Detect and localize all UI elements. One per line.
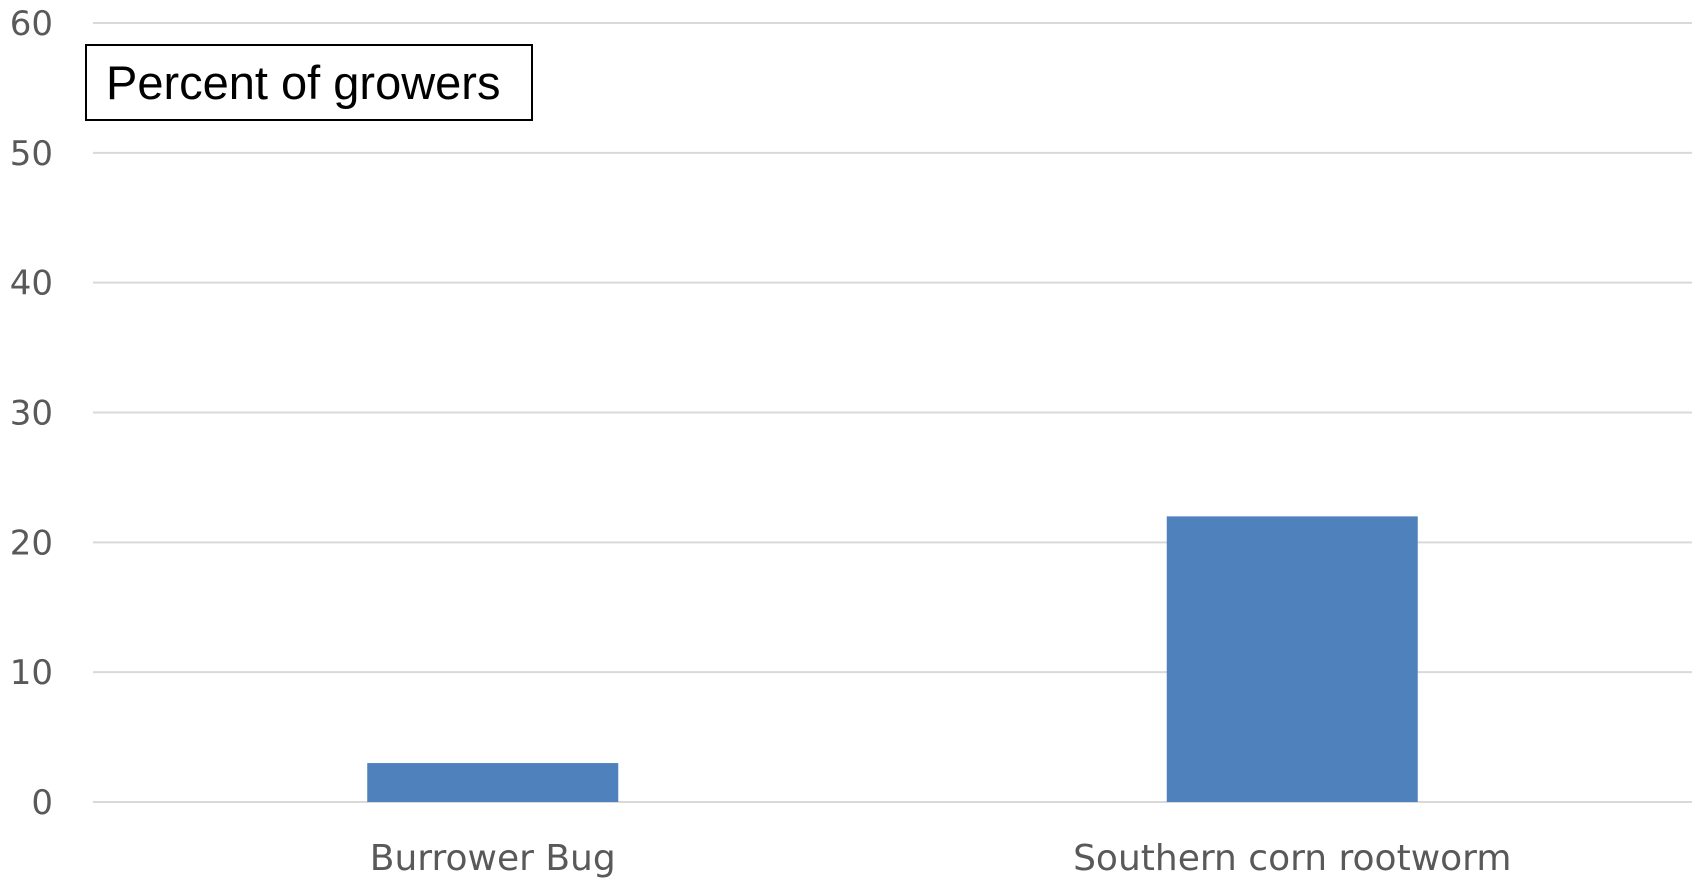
y-axis-ticks: 0 10 20 30 40 50 60: [10, 4, 53, 823]
gridlines: [93, 22, 1692, 803]
x-axis-categories: Burrower Bug Southern corn rootworm: [370, 838, 1512, 878]
bars: [367, 516, 1418, 802]
y-tick-label: 30: [10, 394, 53, 434]
y-tick-label: 0: [31, 783, 53, 823]
y-tick-label: 20: [10, 523, 53, 563]
chart-title: Percent of growers: [106, 56, 501, 109]
y-tick-label: 10: [10, 653, 53, 693]
y-tick-label: 60: [10, 4, 53, 44]
chart-title-box: Percent of growers: [85, 44, 533, 121]
x-category-label: Burrower Bug: [370, 838, 616, 878]
x-category-label: Southern corn rootworm: [1073, 838, 1511, 878]
bar-burrower-bug: [367, 763, 619, 802]
y-tick-label: 50: [10, 134, 53, 174]
bar-southern-corn-rootworm: [1166, 516, 1418, 802]
y-tick-label: 40: [10, 264, 53, 304]
